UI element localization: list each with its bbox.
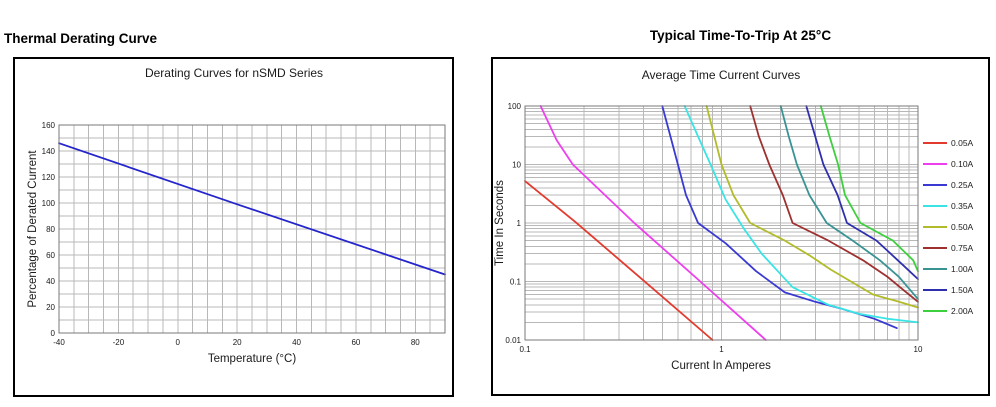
curve-derating	[58, 142, 446, 276]
y-tick-label: 0.01	[505, 336, 521, 345]
y-tick-label: 40	[46, 277, 55, 286]
legend-item-1.00A: 1.00A	[923, 264, 974, 274]
legend-label: 0.50A	[951, 222, 974, 232]
curve-2.00A	[819, 105, 919, 273]
time-to-trip-chart-box: 100 10 1 0.1 0.01 0.1 1 10 Average Time Current …	[491, 57, 990, 396]
x-tick-label: 60	[351, 338, 360, 347]
legend-label: 0.35A	[951, 201, 974, 211]
x-tick-label: 20	[233, 338, 242, 347]
curve-0.10A	[539, 105, 767, 341]
y-tick-label: 140	[42, 147, 56, 156]
legend-label: 2.00A	[951, 306, 974, 316]
curve-0.05A	[524, 180, 714, 341]
right-chart-heading: Typical Time-To-Trip At 25°C	[649, 28, 832, 43]
curve-0.75A	[749, 105, 919, 303]
curve-0.35A	[683, 105, 919, 324]
curves	[58, 142, 446, 276]
chart-title: Average Time Current Curves	[642, 68, 801, 82]
chart-title: Derating Curves for nSMD Series	[145, 66, 323, 80]
thermal-derating-chart: 0 20 40 60 80 100 120 140 160 -40 -20 0 20 40 60 80 Dera…	[27, 66, 446, 365]
legend: 0.05A 0.10A 0.25A 0.35A 0.50A 0.75A 1.00A 1.50A…	[923, 138, 974, 316]
legend-item-0.50A: 0.50A	[923, 222, 974, 232]
legend-item-0.25A: 0.25A	[923, 180, 974, 190]
legend-item-2.00A: 2.00A	[923, 306, 974, 316]
thermal-derating-chart-box: 0 20 40 60 80 100 120 140 160 -40 -20 0 20 40 60 80 Dera…	[13, 57, 454, 397]
legend-label: 1.50A	[951, 285, 974, 295]
plot-frame	[58, 124, 446, 334]
y-tick-label: 0.1	[510, 278, 522, 287]
legend-label: 1.00A	[951, 264, 974, 274]
legend-label: 0.75A	[951, 243, 974, 253]
y-tick-label: 20	[46, 303, 55, 312]
y-tick-label: 120	[42, 173, 56, 182]
legend-item-0.75A: 0.75A	[923, 243, 974, 253]
left-chart-heading: Thermal Derating Curve	[4, 31, 158, 46]
legend-label: 0.05A	[951, 138, 974, 148]
y-tick-label: 1	[517, 219, 522, 228]
y-tick-label: 100	[508, 102, 522, 111]
y-tick-label: 10	[512, 161, 521, 170]
curve-0.50A	[705, 105, 919, 309]
curve-1.00A	[779, 105, 919, 301]
legend-item-0.10A: 0.10A	[923, 159, 974, 169]
x-tick-label: -20	[113, 338, 125, 347]
x-tick-label: 0	[176, 338, 181, 347]
x-tick-label: 80	[411, 338, 420, 347]
x-axis-label: Current In Amperes	[671, 360, 771, 372]
y-tick-label: 60	[46, 251, 55, 260]
x-tick-label: 40	[292, 338, 301, 347]
plot-frame	[524, 105, 919, 341]
y-axis-label: Percentage of Derated Current	[27, 150, 39, 308]
y-axis-label: Time In Seconds	[494, 180, 506, 266]
grid	[58, 124, 446, 334]
y-tick-label: 80	[46, 225, 55, 234]
legend-item-0.05A: 0.05A	[923, 138, 974, 148]
legend-item-0.35A: 0.35A	[923, 201, 974, 211]
y-tick-label: 0	[51, 329, 56, 338]
x-tick-label: 0.1	[519, 345, 531, 354]
grid	[524, 105, 919, 341]
y-tick-label: 160	[42, 121, 56, 130]
x-tick-label: 10	[914, 345, 923, 354]
legend-item-1.50A: 1.50A	[923, 285, 974, 295]
y-tick-label: 100	[42, 199, 56, 208]
x-tick-label: 1	[719, 345, 724, 354]
curve-1.50A	[805, 105, 919, 281]
curves	[524, 105, 919, 341]
x-axis-label: Temperature (°C)	[208, 353, 296, 365]
x-tick-label: -40	[53, 338, 65, 347]
legend-label: 0.25A	[951, 180, 974, 190]
legend-label: 0.10A	[951, 159, 974, 169]
